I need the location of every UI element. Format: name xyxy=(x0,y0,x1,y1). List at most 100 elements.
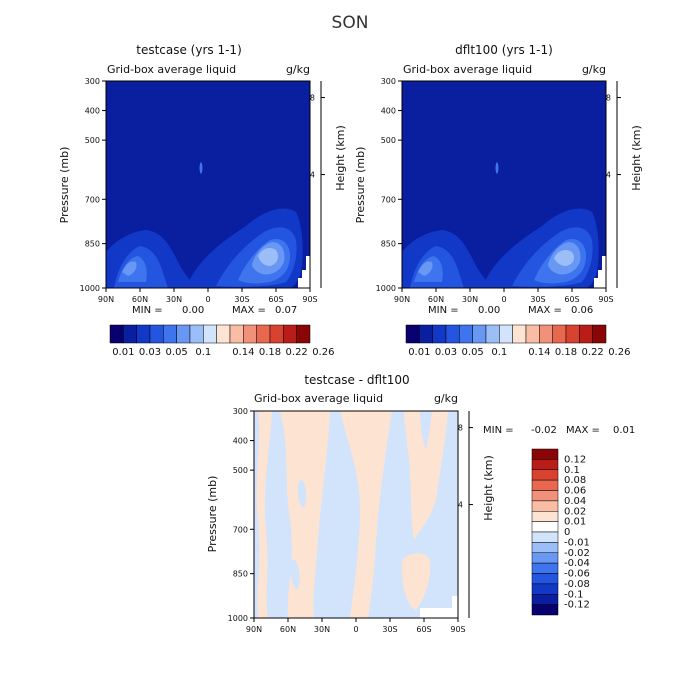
colorbar-swatch xyxy=(531,469,559,481)
colorbar-swatch xyxy=(531,583,559,595)
colorbar-swatch xyxy=(296,324,311,344)
colorbar-label: 0.08 xyxy=(564,475,586,486)
colorbar-label: 0.18 xyxy=(555,347,577,358)
colorbar-swatch xyxy=(405,324,420,344)
contour-band xyxy=(199,162,203,174)
y-axis-right-label: Height (km) xyxy=(334,125,347,191)
colorbar-swatch xyxy=(176,324,191,344)
colorbar-swatch xyxy=(592,324,607,344)
stats-line: MIN = 0.00 MAX = 0.07 xyxy=(132,305,297,316)
y-tick-label: 700 xyxy=(233,525,248,534)
axes: 90N 60N 30N 0 30S 60S 90S 300 400 500 700 850 1000 8 4 xyxy=(376,77,621,304)
colorbar-swatch xyxy=(579,324,593,344)
colorbar-label: -0.12 xyxy=(564,600,590,611)
y-tick-label: 850 xyxy=(85,240,100,249)
colorbar-label: -0.02 xyxy=(564,548,590,559)
colorbar-swatch xyxy=(432,324,447,344)
colorbar-swatch xyxy=(499,324,513,344)
panel-subtitle-units: g/kg xyxy=(286,63,310,76)
min-label: MIN = xyxy=(132,305,163,316)
x-tick-label: 60N xyxy=(132,295,148,304)
x-tick-label: 60N xyxy=(280,625,296,634)
min-label: MIN = xyxy=(428,305,459,316)
x-tick-label: 90S xyxy=(302,295,317,304)
max-value: 0.01 xyxy=(613,425,635,436)
colorbar-swatch xyxy=(525,324,540,344)
colorbar-swatch xyxy=(256,324,271,344)
y-axis-right-label: Height (km) xyxy=(630,125,643,191)
x-tick-label: 30N xyxy=(166,295,182,304)
colorbar-label: 0.22 xyxy=(286,347,308,358)
panel-difference: testcase - dflt100 Grid-box average liqu… xyxy=(206,373,635,634)
colorbar-swatch xyxy=(565,324,580,344)
colorbar-swatch xyxy=(472,324,487,344)
colorbar-swatch xyxy=(531,562,559,574)
missing-data-region xyxy=(594,256,606,288)
colorbar: 0.120.10.080.060.040.020.010-0.01-0.02-0… xyxy=(531,448,590,616)
y-axis-label: Pressure (mb) xyxy=(354,147,367,224)
x-tick-label: 60S xyxy=(416,625,431,634)
y-tick-label: 400 xyxy=(85,107,100,116)
x-tick-label: 90S xyxy=(598,295,613,304)
colorbar-label: 0.01 xyxy=(564,517,586,528)
figure-title: SON xyxy=(332,13,369,33)
colorbar-swatch xyxy=(216,324,231,344)
colorbar-swatch xyxy=(149,324,164,344)
contour-band xyxy=(340,411,392,618)
contour-band xyxy=(495,162,499,174)
panel-subtitle-variable: Grid-box average liquid xyxy=(254,392,383,405)
missing-data-region xyxy=(298,256,310,288)
contour-band xyxy=(122,261,137,276)
colorbar-swatch xyxy=(269,324,284,344)
y-tick-label: 300 xyxy=(233,407,248,416)
colorbar-swatch xyxy=(539,324,553,344)
colorbar-label: 0.01 xyxy=(408,347,430,358)
y-tick-label: 300 xyxy=(85,77,100,86)
colorbar-label: 0.14 xyxy=(528,347,550,358)
colorbar-swatch xyxy=(531,511,559,522)
min-value: -0.02 xyxy=(531,425,557,436)
colorbar-swatch xyxy=(136,324,151,344)
colorbar-label: 0.14 xyxy=(232,347,254,358)
y-axis-right-label: Height (km) xyxy=(482,455,495,521)
colorbar: 0.01 0.03 0.05 0.1 0.14 0.18 0.22 0.26 xyxy=(109,324,334,358)
y-tick-label: 1000 xyxy=(376,284,396,293)
missing-data-region xyxy=(420,596,458,618)
min-value: 0.00 xyxy=(478,305,500,316)
colorbar-swatch xyxy=(531,459,559,470)
colorbar-swatch xyxy=(459,324,473,344)
colorbar-swatch xyxy=(531,521,559,533)
panel-dflt100: dflt100 (yrs 1-1) Grid-box average liqui… xyxy=(354,43,643,358)
panel-subtitle-units: g/kg xyxy=(434,392,458,405)
contour-band xyxy=(418,261,433,276)
x-tick-label: 30S xyxy=(382,625,397,634)
colorbar-swatch xyxy=(163,324,177,344)
colorbar-label: 0.12 xyxy=(564,454,586,465)
colorbar-swatch xyxy=(531,479,559,491)
y-right-tick-label: 4 xyxy=(310,171,315,180)
colorbar-label: -0.06 xyxy=(564,569,590,580)
min-value: 0.00 xyxy=(182,305,204,316)
colorbar-swatch xyxy=(531,552,559,564)
max-value: 0.06 xyxy=(571,305,593,316)
colorbar-swatch xyxy=(189,324,204,344)
contour-band xyxy=(290,559,300,590)
x-tick-label: 60S xyxy=(268,295,283,304)
y-right-tick-label: 4 xyxy=(606,171,611,180)
y-tick-label: 1000 xyxy=(80,284,100,293)
x-tick-label: 90N xyxy=(394,295,410,304)
colorbar-label: 0.03 xyxy=(139,347,161,358)
colorbar-swatch xyxy=(512,324,527,344)
contour-band xyxy=(297,479,307,508)
colorbar-label: 0.26 xyxy=(312,347,334,358)
colorbar-swatch xyxy=(419,324,433,344)
colorbar-swatch xyxy=(552,324,567,344)
y-tick-label: 500 xyxy=(85,136,100,145)
max-label: MAX = xyxy=(566,425,600,436)
colorbar-swatch xyxy=(531,500,559,512)
colorbar-label: 0.1 xyxy=(564,465,580,476)
panel-subtitle-variable: Grid-box average liquid xyxy=(403,63,532,76)
colorbar-label: 0.22 xyxy=(582,347,604,358)
colorbar-swatch xyxy=(531,594,559,605)
